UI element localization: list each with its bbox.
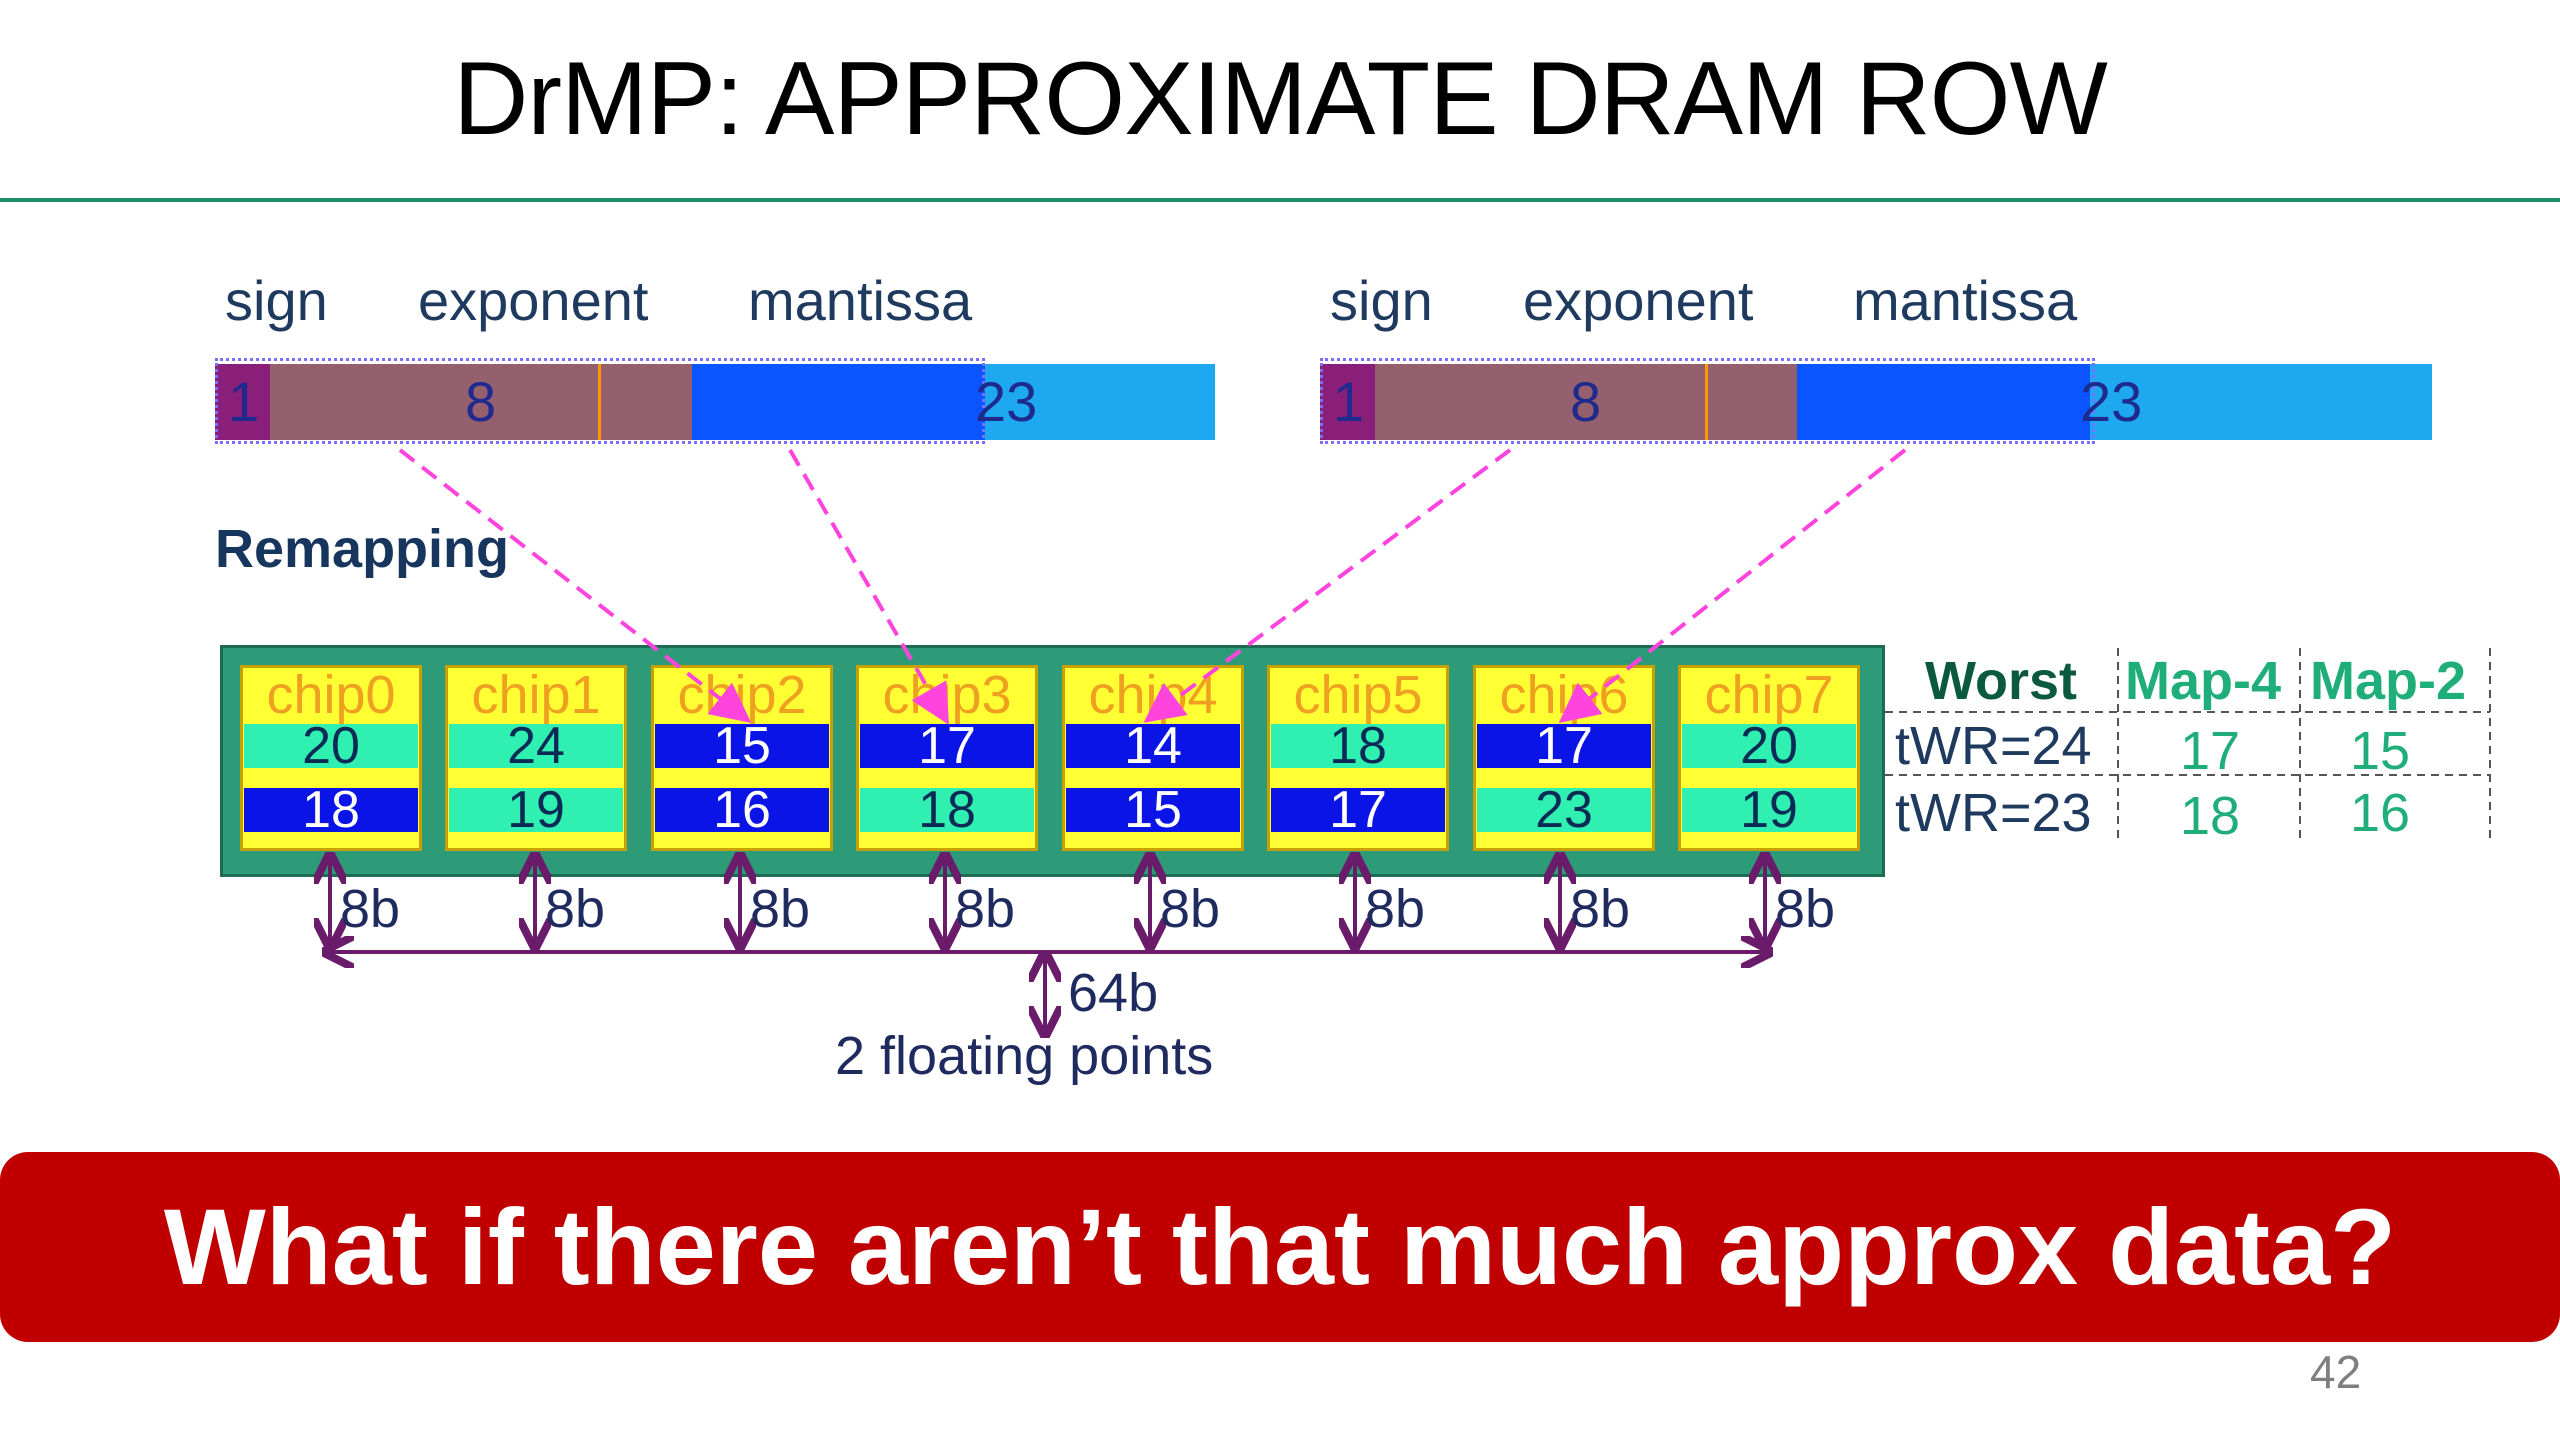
mantissa-high-right <box>1797 364 2090 440</box>
sign-label-right: sign <box>1330 269 1433 332</box>
bit-width-chip-4: 8b <box>1160 879 1221 939</box>
table-row1-map2: 15 <box>2350 721 2411 781</box>
chip-4-row2: 15 <box>1066 784 1240 836</box>
table-row2-worst: tWR=23 <box>1895 783 2092 843</box>
title-divider <box>0 198 2560 202</box>
total-caption: 2 floating points <box>835 1026 1214 1086</box>
mantissa-high-left <box>692 364 985 440</box>
table-header-map4: Map-4 <box>2125 651 2282 711</box>
chip-1-name: chip1 <box>471 665 601 725</box>
chip-5-row2: 17 <box>1271 784 1445 836</box>
exp-bits-left: 8 <box>465 370 497 433</box>
page-number: 42 <box>2310 1346 2362 1398</box>
chip-3-row2: 18 <box>860 784 1034 836</box>
chip-6-row2: 23 <box>1477 784 1651 836</box>
chip-6-row1: 17 <box>1477 720 1651 772</box>
page-title: DrMP: APPROXIMATE DRAM ROW <box>453 41 2108 157</box>
split-marker-right <box>1705 364 1708 440</box>
table-row1-worst: tWR=24 <box>1895 716 2092 776</box>
chip-1-row2: 19 <box>449 784 623 836</box>
exponent-field-right <box>1375 364 1797 440</box>
chip-4-row1: 14 <box>1066 720 1240 772</box>
bit-width-chip-6: 8b <box>1570 879 1631 939</box>
table-header-map2: Map-2 <box>2310 651 2467 711</box>
mantissa-label-right: mantissa <box>1853 269 2078 332</box>
bit-width-chip-1: 8b <box>545 879 606 939</box>
bit-width-chip-2: 8b <box>750 879 811 939</box>
sign-bits-right: 1 <box>1333 370 1365 433</box>
chip-5-name: chip5 <box>1293 665 1423 725</box>
split-marker-left <box>598 364 601 440</box>
chip-0-row2: 18 <box>244 784 418 836</box>
exponent-label-right: exponent <box>1523 269 1754 332</box>
bit-width-chip-0: 8b <box>340 879 401 939</box>
bit-width-chip-5: 8b <box>1365 879 1426 939</box>
sign-field-left <box>215 364 270 440</box>
chip-5-row1: 18 <box>1271 720 1445 772</box>
bit-width-chip-7: 8b <box>1775 879 1836 939</box>
sign-field-right <box>1320 364 1375 440</box>
callout-text: What if there aren’t that much approx da… <box>163 1186 2397 1307</box>
chip-2-row2: 16 <box>655 784 829 836</box>
approx-region-right <box>1320 358 2095 444</box>
man-bits-left: 23 <box>975 370 1038 433</box>
chip-0-row1: 20 <box>244 720 418 772</box>
sign-bits-left: 1 <box>228 370 260 433</box>
approx-region-left <box>215 358 985 444</box>
man-bits-right: 23 <box>2080 370 2143 433</box>
chip-1-row1: 24 <box>449 720 623 772</box>
remapping-label: Remapping <box>215 519 510 579</box>
total-bits-label: 64b <box>1068 963 1159 1023</box>
table-dividers <box>1885 648 2491 840</box>
chip-7-name: chip7 <box>1704 665 1834 725</box>
bit-width-chip-3: 8b <box>955 879 1016 939</box>
exponent-label-left: exponent <box>418 269 649 332</box>
remap-lines <box>398 448 1907 725</box>
exponent-field-left <box>270 364 692 440</box>
callout-banner <box>0 1152 2560 1342</box>
table-row1-map4: 17 <box>2180 721 2241 781</box>
chip-7-row2: 19 <box>1682 784 1856 836</box>
chip-2-row1: 15 <box>655 720 829 772</box>
bit-arrows <box>330 860 1765 1030</box>
table-header-worst: Worst <box>1925 651 2078 711</box>
chip-0-name: chip0 <box>266 665 396 725</box>
chip-3-row1: 17 <box>860 720 1034 772</box>
sign-label-left: sign <box>225 269 328 332</box>
mantissa-label-left: mantissa <box>748 269 973 332</box>
table-row2-map4: 18 <box>2180 786 2241 846</box>
exp-bits-right: 8 <box>1570 370 1602 433</box>
chip-7-row1: 20 <box>1682 720 1856 772</box>
table-row2-map2: 16 <box>2350 783 2411 843</box>
